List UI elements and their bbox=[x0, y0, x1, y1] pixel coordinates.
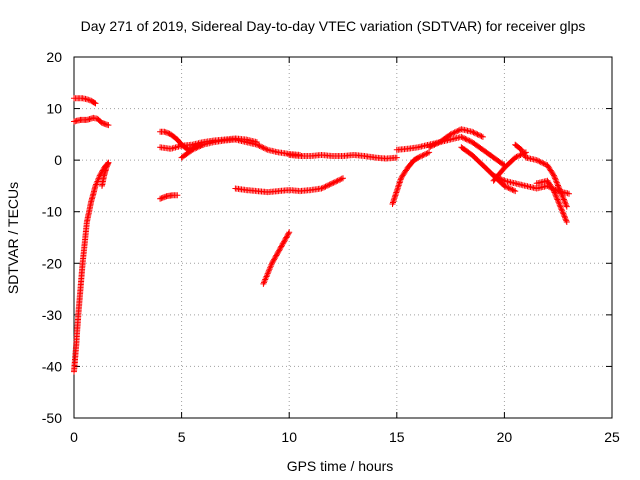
y-tick-label: 20 bbox=[46, 49, 62, 65]
x-tick-label: 20 bbox=[497, 429, 513, 445]
plot-frame bbox=[73, 56, 613, 419]
grid-lines bbox=[74, 57, 612, 418]
series-arc-4 bbox=[99, 159, 112, 189]
data-point-markers bbox=[286, 152, 400, 162]
x-tick-label: 0 bbox=[70, 429, 78, 445]
series-arc-14 bbox=[426, 126, 486, 151]
y-tick-label: -10 bbox=[42, 204, 62, 220]
x-tick-label: 5 bbox=[178, 429, 186, 445]
data-point-markers bbox=[490, 149, 529, 184]
y-tick-label: -30 bbox=[42, 307, 62, 323]
data-point-markers bbox=[99, 159, 112, 189]
data-point-markers bbox=[157, 192, 181, 202]
x-tick-label: 15 bbox=[389, 429, 405, 445]
series-arc-12 bbox=[389, 149, 433, 207]
data-point-markers bbox=[426, 126, 486, 151]
series-arc-8 bbox=[178, 136, 303, 161]
series-arc-17 bbox=[512, 141, 570, 210]
data-point-markers bbox=[512, 141, 570, 210]
y-tick-label: 10 bbox=[46, 101, 62, 117]
data-points bbox=[71, 95, 572, 375]
y-axis-ticks: -50 -40 -30 -20 -10 0 10 20 bbox=[42, 49, 612, 426]
x-axis-ticks: 0 5 10 15 20 25 bbox=[70, 57, 620, 445]
y-tick-label: -20 bbox=[42, 255, 62, 271]
x-tick-label: 25 bbox=[604, 429, 620, 445]
data-point-markers bbox=[71, 159, 112, 375]
data-point-markers bbox=[71, 95, 99, 107]
series-arc-11 bbox=[286, 152, 400, 162]
y-tick-label: -40 bbox=[42, 358, 62, 374]
series-arc-1 bbox=[71, 95, 99, 107]
series-arc-9 bbox=[232, 175, 346, 196]
data-point-markers bbox=[71, 114, 112, 129]
chart-title: Day 271 of 2019, Sidereal Day-to-day VTE… bbox=[81, 18, 586, 34]
x-axis-label: GPS time / hours bbox=[287, 458, 394, 474]
series-arc-5 bbox=[157, 192, 181, 202]
y-tick-label: 0 bbox=[54, 152, 62, 168]
data-point-markers bbox=[389, 149, 433, 207]
data-point-markers bbox=[533, 177, 570, 225]
series-arc-10 bbox=[260, 229, 293, 287]
series-arc-18 bbox=[490, 149, 529, 184]
x-tick-label: 10 bbox=[281, 429, 297, 445]
series-arc-3 bbox=[71, 159, 112, 375]
data-point-markers bbox=[232, 175, 346, 196]
data-point-markers bbox=[178, 136, 303, 161]
y-axis-label: SDTVAR / TECUs bbox=[5, 182, 21, 294]
data-point-markers bbox=[260, 229, 293, 287]
series-arc-2 bbox=[71, 114, 112, 129]
y-tick-label: -50 bbox=[42, 410, 62, 426]
series-arc-19 bbox=[533, 177, 570, 225]
